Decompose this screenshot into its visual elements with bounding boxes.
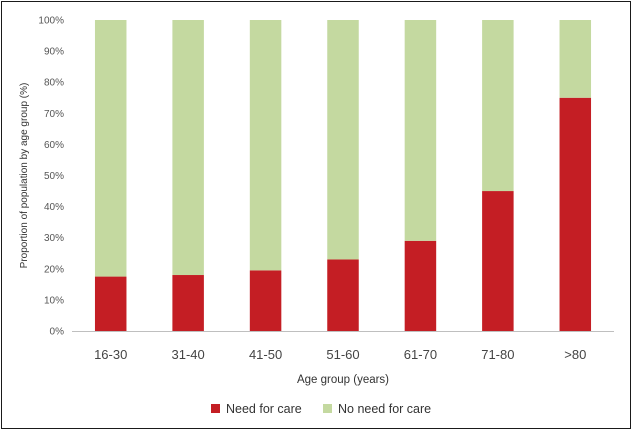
x-tick-label: 71-80 xyxy=(481,347,514,362)
bars xyxy=(94,20,592,331)
bar-need-for-care-4 xyxy=(327,259,359,331)
y-tick-label: 20% xyxy=(44,264,64,275)
legend-swatch xyxy=(211,404,220,413)
bar-need-for-care-3 xyxy=(249,270,282,331)
bar-need-for-care-7 xyxy=(559,97,592,331)
bar-no-need-for-care-6 xyxy=(482,20,514,192)
x-tick-label: 61-70 xyxy=(404,347,437,362)
y-tick-label: 10% xyxy=(44,295,64,306)
bar-no-need-for-care-2 xyxy=(172,20,204,276)
y-tick-label: 70% xyxy=(44,109,64,120)
x-axis-ticks: 16-30 31-40 41-50 51-60 61-70 71-80 >80 xyxy=(94,347,586,362)
y-tick-label: 50% xyxy=(44,171,64,182)
legend-label: Need for care xyxy=(226,402,302,416)
bar-need-for-care-6 xyxy=(482,191,514,331)
x-tick-label: 41-50 xyxy=(249,347,282,362)
y-tick-label: 40% xyxy=(44,202,64,213)
y-tick-label: 60% xyxy=(44,140,64,151)
x-axis-label: Age group (years) xyxy=(297,374,389,386)
bar-no-need-for-care-4 xyxy=(327,20,359,260)
bar-no-need-for-care-1 xyxy=(94,20,127,277)
y-tick-label: 90% xyxy=(44,47,64,58)
legend: Need for care No need for care xyxy=(211,402,431,416)
y-axis-label: Proportion of population by age group (%… xyxy=(19,83,30,269)
bar-no-need-for-care-7 xyxy=(559,20,592,98)
legend-swatch xyxy=(323,404,332,413)
x-tick-label: 16-30 xyxy=(94,347,127,362)
bar-no-need-for-care-5 xyxy=(404,20,437,241)
legend-label: No need for care xyxy=(338,402,431,416)
y-axis-ticks: 0% 10% 20% 30% 40% 50% 60% 70% 80% 90% 100% xyxy=(38,16,64,338)
y-tick-label: 0% xyxy=(50,327,65,338)
y-tick-label: 80% xyxy=(44,78,64,89)
x-tick-label: 51-60 xyxy=(326,347,359,362)
x-tick-label: >80 xyxy=(564,347,586,362)
x-tick-label: 31-40 xyxy=(172,347,205,362)
bar-no-need-for-care-3 xyxy=(249,20,282,271)
bar-need-for-care-1 xyxy=(94,276,127,331)
bar-need-for-care-5 xyxy=(404,240,437,331)
y-tick-label: 30% xyxy=(44,233,64,244)
bar-need-for-care-2 xyxy=(172,275,204,331)
y-tick-label: 100% xyxy=(38,16,64,27)
